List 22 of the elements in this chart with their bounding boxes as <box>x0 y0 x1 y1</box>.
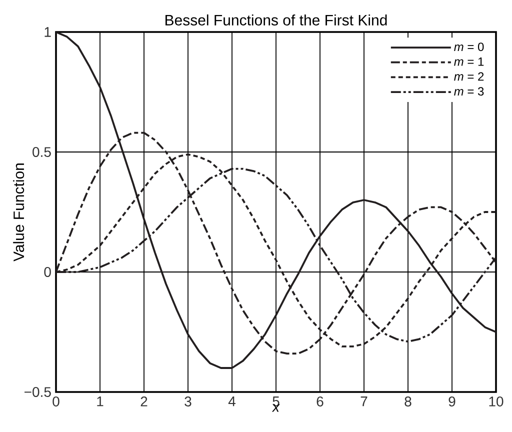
x-tick-label: 10 <box>489 396 504 406</box>
x-tick-label: 9 <box>448 396 456 406</box>
y-tick-label: 0.5 <box>32 147 51 157</box>
x-tick-label: 7 <box>360 396 368 406</box>
x-tick-label: 2 <box>140 396 148 406</box>
x-axis-title: x <box>272 404 280 412</box>
line-series <box>56 32 496 369</box>
legend-label: m = 0 <box>454 42 484 52</box>
y-tick-label: 1 <box>44 27 51 37</box>
x-tick-label: 8 <box>404 396 412 406</box>
x-tick-label: 3 <box>184 396 192 406</box>
x-tick-label: 1 <box>97 396 104 406</box>
x-tick-label: 0 <box>52 396 60 406</box>
y-tick-label: 0 <box>44 267 51 277</box>
chart-title: Bessel Functions of the First Kind <box>166 14 387 26</box>
x-tick-label: 4 <box>228 396 236 406</box>
legend-label: m = 2 <box>454 72 484 81</box>
legend-label: m = 1 <box>454 57 484 66</box>
y-axis-title: Value Function <box>13 164 24 262</box>
legend-label: m = 3 <box>454 87 484 96</box>
y-tick-label: −0.5 <box>24 387 51 397</box>
x-tick-label: 6 <box>316 396 324 406</box>
